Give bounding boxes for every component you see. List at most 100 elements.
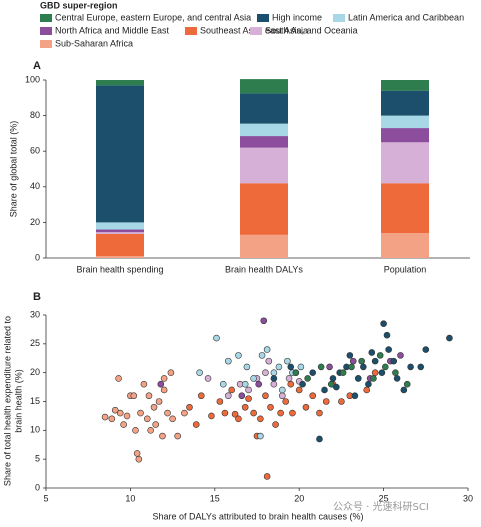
scatter-point [159, 432, 166, 440]
bar-segment [96, 233, 144, 257]
x-tick-label: 15 [210, 493, 220, 503]
x-tick-label: 10 [125, 493, 135, 503]
scatter-point [270, 380, 278, 388]
legend-label: North Africa and Middle East [55, 25, 170, 35]
scatter-point [321, 386, 328, 394]
scatter-point [108, 415, 116, 423]
watermark: 公众号 · 光速科研SCI [333, 500, 429, 513]
legend-swatch [185, 27, 197, 35]
scatter-point [263, 473, 271, 480]
scatter-point [135, 455, 143, 463]
bar-segment [240, 93, 288, 124]
scatter-point [277, 409, 284, 417]
scatter-point [262, 392, 269, 400]
scatter-point [152, 421, 160, 428]
y-tick-label: 30 [30, 309, 40, 319]
scatter-point [317, 363, 325, 371]
scatter-point [289, 409, 296, 417]
scatter-point [258, 352, 266, 359]
legend-label: High income [272, 12, 322, 22]
scatter-point [316, 409, 323, 417]
x-tick-label: Brain health spending [76, 264, 163, 274]
bar-segment [96, 85, 144, 223]
scatter-point [287, 380, 295, 388]
scatter-point [381, 363, 389, 371]
scatter-point [225, 357, 232, 365]
scatter-point [147, 427, 154, 434]
scatter-point [235, 352, 242, 359]
scatter-point [363, 386, 371, 394]
bar-segment [240, 79, 288, 94]
scatter-point [260, 317, 268, 325]
scatter-point [257, 432, 264, 440]
panel-label: A [33, 60, 41, 72]
scatter-point [287, 363, 295, 371]
scatter-point [262, 369, 269, 376]
scatter-point [186, 403, 193, 411]
scatter-point [270, 375, 278, 382]
bar-segment [240, 147, 288, 184]
y-tick-label: 60 [30, 146, 40, 156]
scatter-point [132, 427, 139, 434]
y-axis-label: Share of global total (%) [8, 121, 18, 218]
scatter-point [279, 392, 286, 400]
bar-segment [381, 115, 429, 129]
scatter-point [285, 375, 293, 382]
scatter-point [204, 375, 212, 382]
x-tick-label: Brain health DALYs [225, 264, 303, 274]
scatter-point [295, 386, 303, 394]
scatter-point [143, 415, 151, 423]
scatter-point [228, 386, 235, 394]
bar-segment [96, 232, 144, 234]
bar-segment [240, 234, 288, 258]
scatter-point [385, 346, 392, 353]
scatter-point [216, 398, 224, 405]
scatter-point [120, 421, 127, 428]
scatter-point [137, 409, 144, 417]
bar-segment [96, 229, 144, 233]
bar-segment [96, 80, 144, 86]
scatter-point [123, 412, 131, 420]
scatter-point [422, 346, 430, 353]
scatter-point [348, 363, 355, 371]
scatter-point [284, 357, 291, 365]
scatter-point [370, 375, 377, 382]
legend-title: GBD super-region [40, 0, 118, 10]
bar-segment [381, 233, 429, 258]
bar-segment [381, 128, 429, 143]
scatter-point [297, 363, 305, 371]
scatter-point [316, 435, 323, 443]
y-tick-label: 100 [25, 74, 40, 84]
x-tick-label: 5 [43, 493, 48, 503]
scatter-point [400, 386, 408, 394]
scatter-point [140, 380, 148, 388]
scatter-point [299, 380, 306, 388]
bar-segment [96, 256, 144, 258]
y-tick-label: 10 [30, 425, 40, 435]
y-tick-label: 25 [30, 338, 40, 348]
scatter-point [145, 392, 153, 400]
scatter-point [333, 383, 340, 391]
scatter-point [160, 375, 168, 382]
scatter-point [322, 398, 330, 405]
scatter-point [351, 392, 359, 400]
scatter-point [255, 380, 262, 388]
y-axis-label: brain health (%) [13, 369, 23, 433]
bar-segment [240, 123, 288, 137]
scatter-point [250, 409, 257, 417]
scatter-point [393, 375, 401, 382]
legend-swatch [250, 27, 262, 35]
scatter-point [111, 406, 119, 414]
y-tick-label: 40 [30, 181, 40, 191]
bar-segment [381, 142, 429, 184]
legend-swatch [40, 27, 52, 35]
scatter-point [213, 334, 220, 342]
scatter-point [231, 410, 239, 418]
legend-label: Sub-Saharan Africa [55, 38, 133, 48]
scatter-point [116, 409, 124, 417]
scatter-point [235, 415, 242, 423]
scatter-point [208, 412, 215, 420]
scatter-point [219, 380, 227, 388]
